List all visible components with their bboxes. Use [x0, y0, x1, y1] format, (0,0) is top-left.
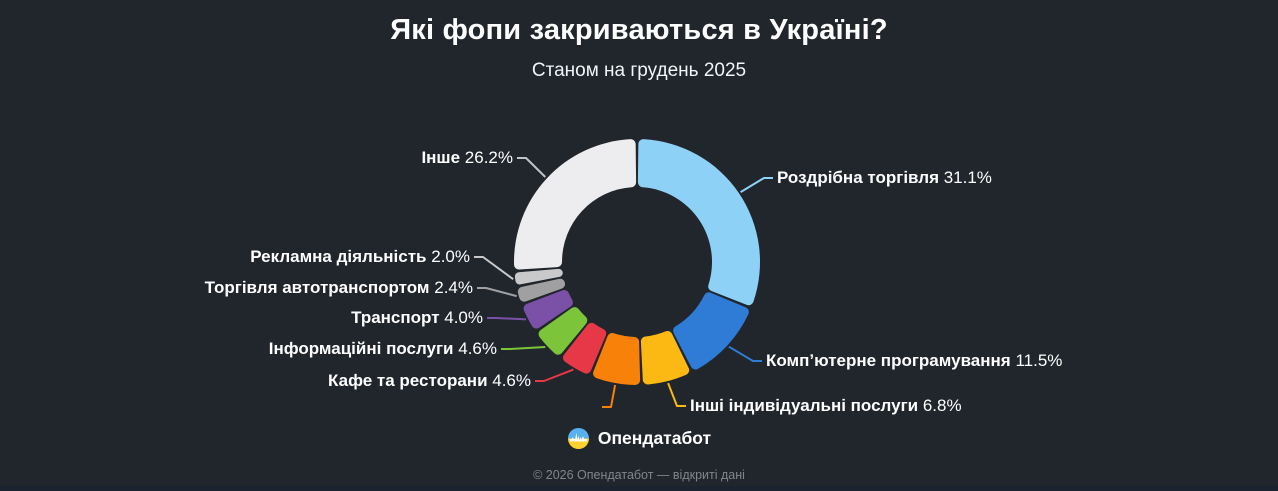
donut-slice-5	[538, 307, 588, 355]
donut-slices	[514, 139, 760, 385]
donut-slice-6	[523, 290, 573, 329]
leader-line-5	[501, 346, 546, 350]
leader-line-2	[667, 382, 686, 407]
leader-line-8	[474, 256, 514, 281]
leader-line-6	[487, 317, 527, 321]
leader-lines	[474, 157, 773, 408]
donut-slice-2	[640, 330, 690, 385]
donut-slice-4	[562, 322, 607, 374]
chart-title: Які фопи закриваються в Україні?	[390, 14, 888, 46]
leader-line-9	[517, 157, 547, 178]
leader-line-1	[728, 345, 762, 362]
opendatabot-logo-icon	[567, 427, 589, 450]
leader-line-4	[535, 368, 574, 382]
donut-slice-1	[673, 292, 749, 370]
donut-slice-7	[517, 278, 566, 302]
donut-slice-9	[514, 139, 637, 270]
brand-name: Опендатабот	[597, 428, 712, 448]
brand-row: Опендатабот	[0, 427, 1278, 450]
bottom-accent-bar	[0, 486, 1278, 491]
leader-line-7	[477, 287, 517, 298]
donut-slice-0	[637, 139, 760, 306]
leader-line-0	[740, 177, 773, 193]
chart-subtitle: Станом на грудень 2025	[531, 60, 747, 81]
leader-line-3	[602, 384, 617, 408]
copyright-line: © 2026 Опендатабот — відкриті дані	[533, 468, 745, 482]
donut-slice-3	[593, 333, 641, 385]
donut-slice-8	[514, 268, 563, 285]
